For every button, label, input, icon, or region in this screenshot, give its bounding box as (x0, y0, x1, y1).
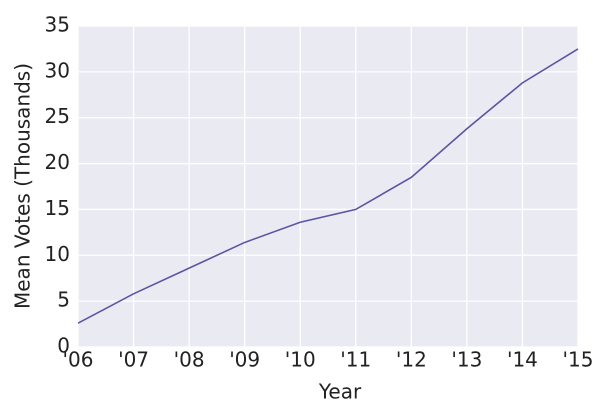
x-tick-label: '07 (118, 348, 149, 372)
y-axis-title: Mean Votes (Thousands) (11, 63, 35, 309)
x-tick-label: '14 (507, 348, 538, 372)
y-tick-label: 30 (45, 58, 70, 82)
x-tick-label: '13 (451, 348, 482, 372)
x-tick-label: '12 (396, 348, 427, 372)
y-tick-label: 35 (45, 13, 70, 37)
y-tick-label: 25 (45, 104, 70, 128)
x-tick-label: '15 (563, 348, 594, 372)
x-tick-label: '08 (174, 348, 205, 372)
x-tick-label: '11 (340, 348, 371, 372)
x-axis-title: Year (318, 380, 362, 404)
plot-area (78, 26, 578, 347)
y-tick-label: 15 (45, 196, 70, 220)
x-tick-label: '06 (63, 348, 94, 372)
y-tick-label: 5 (57, 288, 70, 312)
x-tick-label: '09 (229, 348, 260, 372)
data-line (77, 48, 579, 324)
x-tick-label: '10 (285, 348, 316, 372)
y-tick-label: 20 (45, 150, 70, 174)
y-tick-label: 0 (57, 334, 70, 358)
y-tick-label: 10 (45, 242, 70, 266)
